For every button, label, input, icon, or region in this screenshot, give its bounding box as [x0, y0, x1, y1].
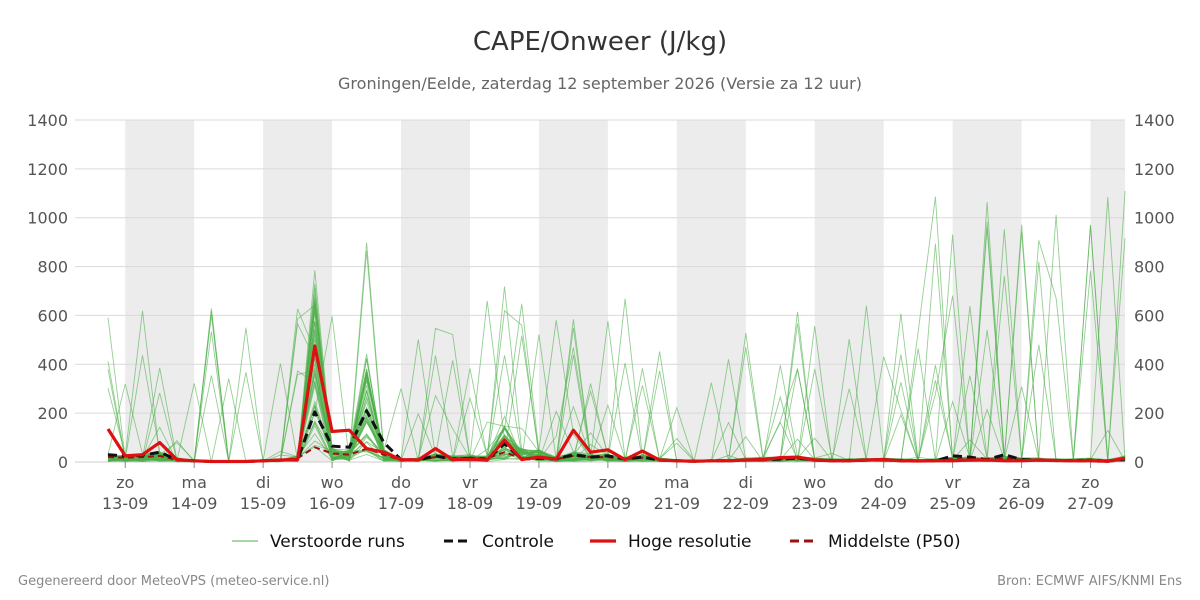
x-tick-day: za [1012, 473, 1030, 492]
chart-subtitle: Groningen/Eelde, zaterdag 12 september 2… [338, 74, 862, 93]
legend-label: Middelste (P50) [828, 532, 961, 552]
y-tick-label-right: 200 [1134, 404, 1165, 423]
x-tick-day: za [530, 473, 548, 492]
x-tick-date: 25-09 [929, 494, 976, 513]
weekend-bands [125, 120, 1125, 462]
legend: Verstoorde runs Controle Hoge resolutie Mid… [232, 532, 961, 552]
y-tick-label-right: 800 [1134, 258, 1165, 277]
x-tick-date: 27-09 [1067, 494, 1114, 513]
y-tick-label: 1200 [27, 160, 68, 179]
y-tick-label: 1400 [27, 111, 68, 130]
y-tick-label: 1000 [27, 209, 68, 228]
chart-title: CAPE/Onweer (J/kg) [473, 27, 727, 57]
x-tick-day: wo [803, 473, 826, 492]
gridlines [75, 119, 1125, 463]
x-tick-day: zo [116, 473, 134, 492]
y-tick-label: 400 [37, 355, 68, 374]
legend-label: Hoge resolutie [628, 532, 752, 552]
y-tick-label-right: 1000 [1134, 209, 1175, 228]
x-tick-date: 13-09 [102, 494, 149, 513]
x-tick-day: do [391, 473, 411, 492]
footer-left: Gegenereerd door MeteoVPS (meteo-service… [18, 574, 329, 589]
x-tick-date: 14-09 [171, 494, 218, 513]
x-tick-date: 20-09 [585, 494, 632, 513]
x-tick-date: 26-09 [998, 494, 1045, 513]
x-tick-date: 23-09 [791, 494, 838, 513]
y-tick-label-right: 0 [1134, 453, 1144, 472]
shaded-band [401, 120, 470, 462]
y-tick-label: 800 [37, 258, 68, 277]
x-tick-day: vr [945, 473, 961, 492]
x-tick-day: do [874, 473, 894, 492]
x-tick-date: 17-09 [378, 494, 425, 513]
y-tick-label: 600 [37, 306, 68, 325]
x-axis: zo 13-09 ma 14-09 di 15-09 wo 16-09 do 17-09 vr 18-… [102, 462, 1114, 513]
shaded-band [814, 120, 884, 462]
x-tick-date: 19-09 [516, 494, 563, 513]
y-tick-label-right: 400 [1134, 355, 1165, 374]
x-tick-date: 22-09 [723, 494, 770, 513]
x-tick-date: 18-09 [447, 494, 494, 513]
shaded-band [676, 120, 746, 462]
y-tick-label-right: 600 [1134, 306, 1165, 325]
shaded-band [1090, 120, 1125, 462]
x-tick-day: zo [599, 473, 617, 492]
y-tick-label-right: 1400 [1134, 111, 1175, 130]
x-tick-day: wo [321, 473, 344, 492]
legend-label: Controle [482, 532, 554, 552]
y-tick-label: 0 [58, 453, 68, 472]
y-axis-left: 0 200 400 600 800 1000 1200 1400 [27, 111, 68, 472]
x-tick-date: 24-09 [860, 494, 907, 513]
main-series [106, 344, 1126, 464]
shaded-band [538, 120, 608, 462]
y-tick-label-right: 1200 [1134, 160, 1175, 179]
x-tick-day: ma [181, 473, 206, 492]
x-tick-date: 21-09 [654, 494, 701, 513]
x-tick-date: 16-09 [309, 494, 356, 513]
x-tick-day: di [256, 473, 271, 492]
y-axis-right: 0 200 400 600 800 1000 1200 1400 [1134, 111, 1175, 472]
x-tick-day: di [738, 473, 753, 492]
x-tick-date: 15-09 [240, 494, 287, 513]
y-tick-label: 200 [37, 404, 68, 423]
footer-right: Bron: ECMWF AIFS/KNMI Ens [997, 574, 1182, 589]
x-tick-day: zo [1081, 473, 1099, 492]
shaded-band [125, 120, 195, 462]
legend-label: Verstoorde runs [270, 532, 405, 552]
series-hoge-resolutie [106, 344, 1126, 464]
x-tick-day: ma [664, 473, 689, 492]
x-tick-day: vr [462, 473, 478, 492]
